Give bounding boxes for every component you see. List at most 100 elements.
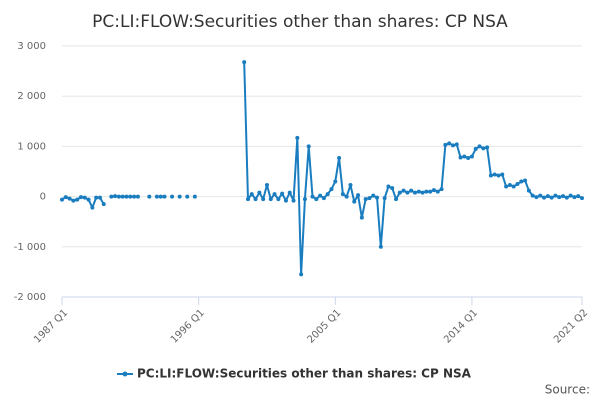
data-point (371, 193, 376, 198)
data-point (363, 197, 368, 202)
data-point (352, 199, 357, 204)
data-point (356, 193, 361, 198)
data-point (257, 190, 262, 195)
data-point (158, 194, 163, 199)
data-point (333, 179, 338, 184)
data-point (466, 155, 471, 160)
x-tick-label: 2005 Q1 (305, 307, 343, 345)
data-point (162, 194, 167, 199)
data-point (124, 194, 129, 199)
legend-label: PC:LI:FLOW:Securities other than shares:… (137, 367, 472, 381)
data-point (82, 195, 87, 200)
data-point (485, 145, 490, 150)
data-point (287, 190, 292, 195)
data-point (63, 195, 68, 200)
data-point (492, 172, 497, 177)
data-point (477, 144, 482, 149)
data-point (542, 195, 547, 200)
data-point (71, 198, 76, 203)
data-point (519, 179, 524, 184)
data-point (280, 191, 285, 196)
data-point (86, 197, 91, 202)
data-point (561, 194, 566, 199)
y-tick-label: 3 000 (17, 41, 46, 52)
data-point (135, 194, 140, 199)
data-point (75, 197, 80, 202)
data-point (348, 183, 353, 188)
data-point (481, 146, 486, 151)
data-point (291, 198, 296, 203)
data-point (401, 188, 406, 193)
data-point (101, 202, 106, 207)
data-point (245, 197, 250, 202)
data-point (116, 194, 121, 199)
data-point (177, 194, 182, 199)
data-point (306, 144, 311, 149)
data-point (382, 196, 387, 201)
data-point (386, 184, 391, 189)
data-point (530, 193, 535, 198)
data-point (526, 188, 531, 193)
data-point (253, 197, 258, 202)
data-point (462, 154, 467, 159)
data-point (318, 193, 323, 198)
data-point (249, 192, 254, 197)
data-point (132, 194, 137, 199)
x-tick-label: 2014 Q1 (442, 307, 480, 345)
y-tick-label: 0 (40, 192, 46, 203)
data-point (409, 188, 414, 193)
data-point (576, 194, 581, 199)
data-point (549, 195, 554, 200)
data-point (439, 187, 444, 192)
data-point (394, 197, 399, 202)
data-point (397, 190, 402, 195)
data-point (185, 194, 190, 199)
data-point (302, 197, 307, 202)
data-point (276, 197, 281, 202)
data-point (367, 196, 372, 201)
x-tick-label: 2021 Q2 (552, 307, 590, 345)
data-point (458, 155, 463, 160)
data-point (428, 189, 433, 194)
data-point (321, 196, 326, 201)
data-point (580, 196, 584, 201)
data-point (78, 195, 83, 200)
data-point (496, 173, 501, 178)
data-point (337, 155, 342, 160)
data-point (416, 189, 421, 194)
data-point (454, 142, 459, 147)
y-tick-label: 2 000 (17, 91, 46, 102)
data-point (431, 188, 436, 193)
data-point (412, 190, 417, 195)
data-point (473, 146, 478, 151)
data-point (242, 60, 247, 65)
data-point (120, 194, 125, 199)
data-point (268, 197, 273, 202)
data-point (192, 194, 197, 199)
data-point (390, 186, 395, 191)
data-point (405, 190, 410, 195)
data-point (325, 192, 330, 197)
data-point (94, 195, 99, 200)
data-point (261, 197, 266, 202)
data-point (310, 194, 315, 199)
data-point (557, 195, 562, 200)
data-point (424, 189, 429, 194)
data-point (507, 183, 512, 188)
data-point (443, 142, 448, 147)
data-point (299, 272, 304, 277)
x-tick-label: 1987 Q1 (32, 307, 70, 345)
data-point (488, 173, 493, 178)
data-point (534, 195, 539, 200)
y-tick-label: 1 000 (17, 141, 46, 152)
data-point (568, 193, 573, 198)
y-tick-label: -1 000 (14, 242, 46, 253)
data-point (154, 194, 159, 199)
data-point (329, 187, 334, 192)
data-point (378, 244, 383, 249)
data-point (113, 194, 118, 199)
data-point (447, 141, 452, 146)
data-point (435, 189, 440, 194)
